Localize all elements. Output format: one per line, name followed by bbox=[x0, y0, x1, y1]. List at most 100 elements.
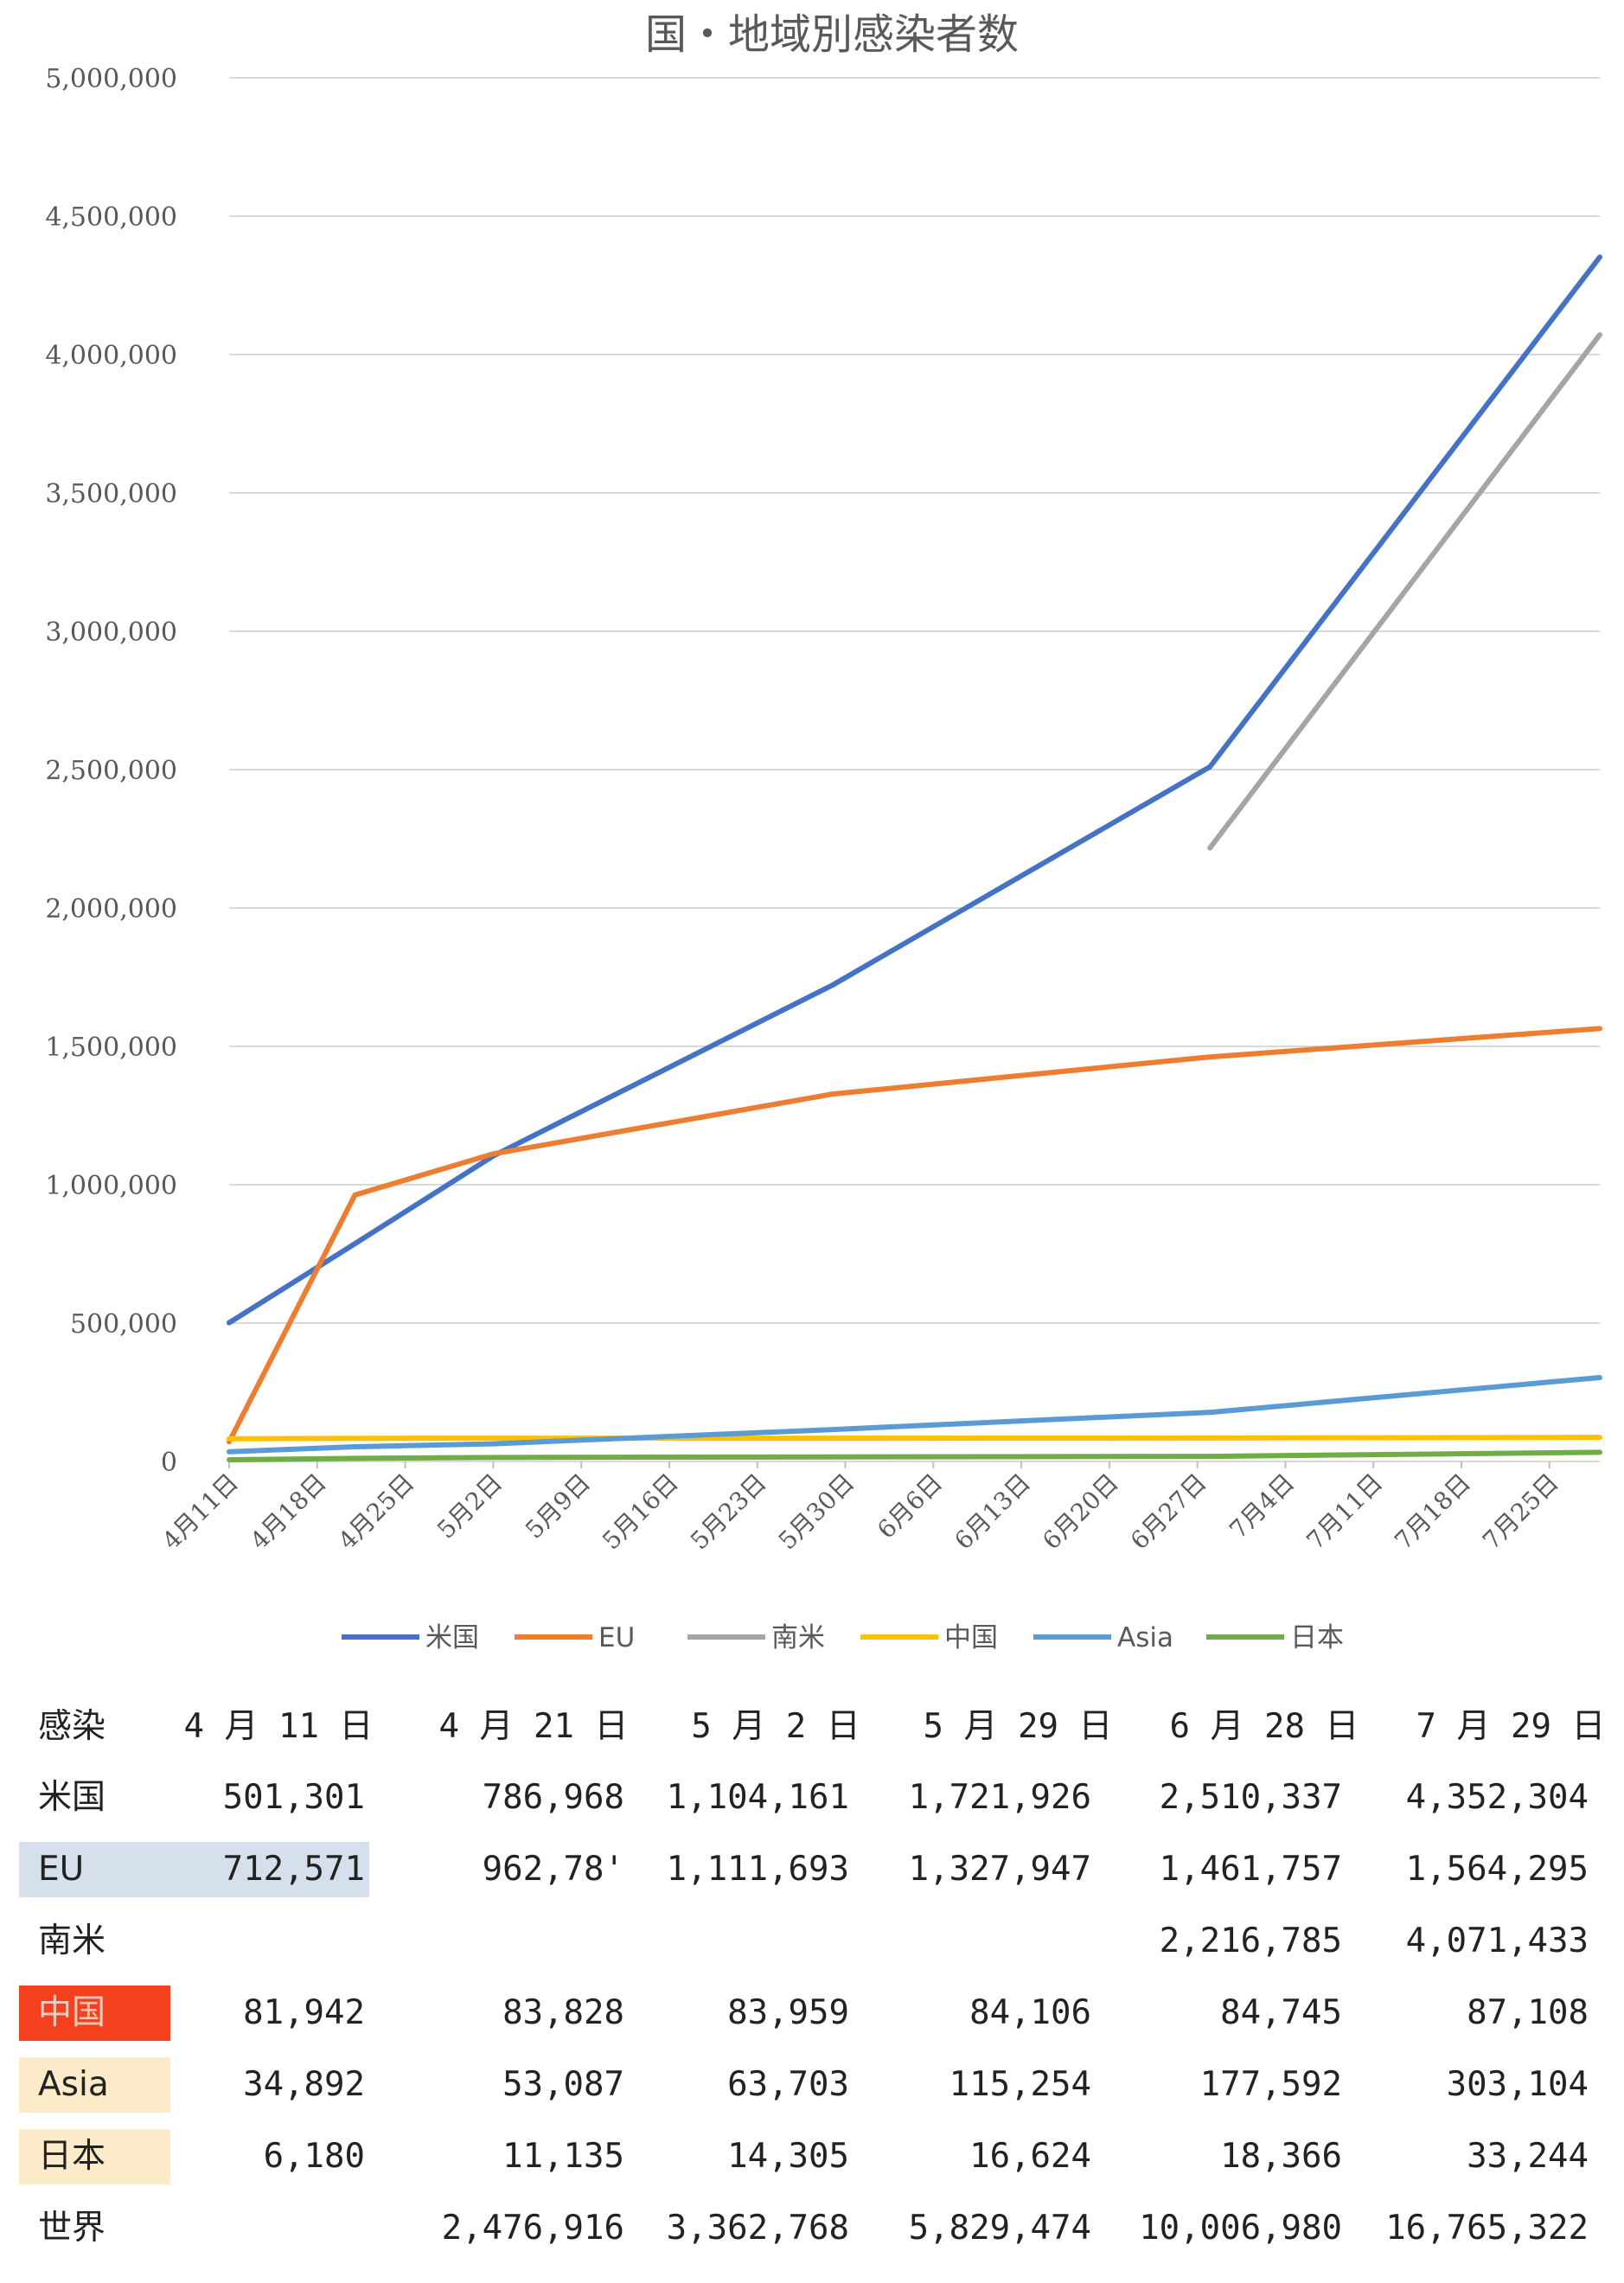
table-cell: 84,745 bbox=[1220, 1993, 1342, 2032]
table-row-label: 世界 bbox=[38, 2209, 106, 2248]
y-tick-label: 4,500,000 bbox=[45, 202, 177, 233]
table-header-date: 7 月 29 日 bbox=[1416, 1707, 1606, 1746]
table-cell bbox=[400, 1914, 624, 1969]
table-cell: 1,721,926 bbox=[908, 1778, 1091, 1817]
table-cell: 303,104 bbox=[1446, 2065, 1589, 2104]
table-cell: 16,765,322 bbox=[1385, 2209, 1589, 2248]
table-cell: 53,087 bbox=[502, 2065, 624, 2104]
gridlines bbox=[229, 77, 1600, 1462]
table-cell: 63,703 bbox=[727, 2065, 849, 2104]
table-cell: 962,78' bbox=[482, 1850, 624, 1889]
x-tick-label: 7月18日 bbox=[1389, 1468, 1476, 1556]
chart: 国・地域別感染者数 0 500,000 1,000,000 1,500,000 2,00… bbox=[45, 10, 1602, 1653]
y-tick-label: 3,000,000 bbox=[45, 617, 177, 648]
table-header-date: 4 月 21 日 bbox=[438, 1707, 629, 1746]
table-header-date: 5 月 2 日 bbox=[691, 1707, 860, 1746]
table-cell: 5,829,474 bbox=[908, 2209, 1091, 2248]
x-tick-label: 7月4日 bbox=[1224, 1468, 1300, 1544]
table-cell: 84,106 bbox=[969, 1993, 1091, 2032]
series-line bbox=[227, 254, 1602, 1326]
table-cell: 4,071,433 bbox=[1405, 1922, 1589, 1960]
x-tick-label: 6月13日 bbox=[949, 1468, 1036, 1556]
table-cell: 1,111,693 bbox=[666, 1850, 849, 1889]
legend-label: 南米 bbox=[771, 1622, 825, 1653]
data-table: 感染 4 月 11 日 4 月 21 日 5 月 2 日 5 月 29 日 6 … bbox=[19, 1699, 1619, 2270]
table-cell: 2,216,785 bbox=[1159, 1922, 1342, 1960]
table-cell: 83,959 bbox=[727, 1993, 849, 2032]
y-tick-label: 2,500,000 bbox=[45, 756, 177, 786]
table-row-label: 中国 bbox=[19, 1986, 170, 2041]
y-tick-label: 2,000,000 bbox=[45, 894, 177, 924]
table-header-label: 感染 bbox=[38, 1707, 106, 1746]
series-line bbox=[1207, 332, 1602, 851]
x-tick-label: 5月9日 bbox=[520, 1468, 596, 1544]
table-row: 日本 6,180 11,135 14,305 16,624 18,366 33,244 bbox=[19, 2129, 1619, 2184]
table-cell: 6,180 bbox=[263, 2137, 365, 2176]
y-axis-ticks: 0 500,000 1,000,000 1,500,000 2,000,000 2,500… bbox=[45, 64, 177, 1478]
table-row: 世界 2,476,916 3,362,768 5,829,474 10,006,980 1… bbox=[19, 2201, 1619, 2256]
table-row: 南米 2,216,785 4,071,433 bbox=[19, 1914, 1619, 1969]
x-tick-label: 5月2日 bbox=[432, 1468, 508, 1544]
y-tick-label: 1,000,000 bbox=[45, 1171, 177, 1201]
x-tick-label: 4月25日 bbox=[333, 1468, 420, 1556]
legend-label: 米国 bbox=[425, 1622, 479, 1653]
table-cell: 2,476,916 bbox=[441, 2209, 624, 2248]
table-cell: 4,352,304 bbox=[1405, 1778, 1589, 1817]
table-row-label: 日本 bbox=[19, 2129, 170, 2184]
table-header-date: 5 月 29 日 bbox=[923, 1707, 1113, 1746]
series-line bbox=[227, 1449, 1602, 1462]
series-line bbox=[227, 1435, 1602, 1442]
x-tick-label: 5月30日 bbox=[773, 1468, 860, 1556]
x-tick-label: 4月18日 bbox=[245, 1468, 332, 1556]
series-lines bbox=[227, 254, 1602, 1462]
table-cell: 81,942 bbox=[243, 1993, 365, 2032]
y-tick-label: 500,000 bbox=[70, 1309, 177, 1340]
y-tick-label: 0 bbox=[161, 1448, 177, 1478]
x-tick-label: 7月11日 bbox=[1301, 1468, 1388, 1556]
table-cell: 16,624 bbox=[969, 2137, 1091, 2176]
table-cell: 10,006,980 bbox=[1139, 2209, 1342, 2248]
legend: 米国 EU 南米 中国 Asia 日本 bbox=[342, 1622, 1344, 1653]
y-tick-label: 5,000,000 bbox=[45, 64, 177, 94]
series-line bbox=[227, 1026, 1602, 1445]
table-row-highlight bbox=[170, 1842, 369, 1897]
y-tick-label: 3,500,000 bbox=[45, 479, 177, 509]
table-cell bbox=[140, 2201, 365, 2256]
y-tick-label: 1,500,000 bbox=[45, 1033, 177, 1063]
x-axis-ticks: 4月11日 4月18日 4月25日 5月2日 5月9日 5月16日 5月23日 5月30日 6月… bbox=[157, 1461, 1564, 1555]
table-row-label: 南米 bbox=[38, 1922, 106, 1960]
x-tick-label: 6月27日 bbox=[1125, 1468, 1212, 1556]
table-cell: 18,366 bbox=[1220, 2137, 1342, 2176]
x-tick-label: 4月11日 bbox=[157, 1468, 244, 1556]
table-row-label: Asia bbox=[19, 2057, 170, 2113]
table-cell: 11,135 bbox=[502, 2137, 624, 2176]
table-row: 米国 501,301 786,968 1,104,161 1,721,926 2,510,… bbox=[19, 1770, 1619, 1826]
table-cell: 83,828 bbox=[502, 1993, 624, 2032]
table-row: Asia 34,892 53,087 63,703 115,254 177,592 303,… bbox=[19, 2057, 1619, 2113]
x-tick-label: 6月6日 bbox=[872, 1468, 948, 1544]
table-cell: 34,892 bbox=[243, 2065, 365, 2104]
table-cell: 14,305 bbox=[727, 2137, 849, 2176]
table-header-date: 4 月 11 日 bbox=[183, 1707, 374, 1746]
table-row-label: 米国 bbox=[38, 1778, 106, 1817]
legend-label: 日本 bbox=[1290, 1622, 1344, 1653]
table-cell: 87,108 bbox=[1467, 1993, 1589, 2032]
table-cell: 501,301 bbox=[222, 1778, 365, 1817]
table-row: EU 712,571 962,78' 1,111,693 1,327,947 1,461,… bbox=[19, 1842, 1619, 1897]
legend-label: EU bbox=[598, 1622, 635, 1653]
table-cell: 712,571 bbox=[222, 1850, 365, 1889]
table-cell: 115,254 bbox=[949, 2065, 1091, 2104]
table-cell: 1,461,757 bbox=[1159, 1850, 1342, 1889]
table-cell bbox=[866, 1914, 1091, 1969]
table-cell bbox=[624, 1914, 849, 1969]
chart-title: 国・地域別感染者数 bbox=[645, 10, 1019, 59]
table-cell: 786,968 bbox=[482, 1778, 624, 1817]
table-cell: 177,592 bbox=[1199, 2065, 1342, 2104]
series-line bbox=[227, 1375, 1602, 1455]
y-tick-label: 4,000,000 bbox=[45, 341, 177, 371]
table-header-row: 感染 4 月 11 日 4 月 21 日 5 月 2 日 5 月 29 日 6 … bbox=[19, 1699, 1619, 1755]
table-row-label: EU bbox=[19, 1842, 170, 1897]
table-cell bbox=[140, 1914, 365, 1969]
x-tick-label: 5月16日 bbox=[597, 1468, 684, 1556]
legend-label: Asia bbox=[1117, 1622, 1173, 1653]
